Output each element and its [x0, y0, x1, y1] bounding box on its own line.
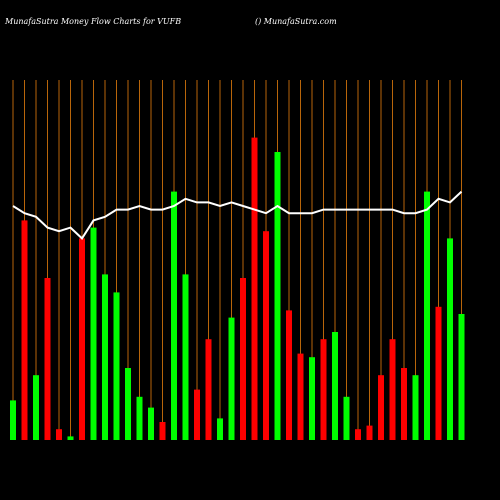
- bar: [67, 436, 74, 440]
- bar: [274, 152, 281, 440]
- bar: [389, 339, 396, 440]
- bar: [44, 278, 51, 440]
- bar: [56, 429, 62, 440]
- bar: [435, 306, 442, 440]
- bar: [148, 407, 154, 440]
- chart-subtitle: () MunafaSutra.com: [255, 17, 337, 26]
- bar: [320, 339, 327, 440]
- bar: [21, 220, 28, 440]
- bar: [159, 422, 166, 440]
- bar: [332, 332, 338, 440]
- bar: [228, 317, 235, 440]
- bar: [136, 396, 143, 440]
- bar: [90, 227, 97, 440]
- bar: [125, 368, 131, 440]
- bar: [378, 375, 384, 440]
- bar: [286, 310, 292, 440]
- bar: [171, 191, 177, 440]
- bar: [343, 396, 350, 440]
- bar: [217, 418, 223, 440]
- bar: [251, 137, 258, 440]
- bar: [102, 274, 108, 440]
- bar: [263, 231, 269, 440]
- bar: [205, 339, 212, 440]
- bar: [194, 389, 200, 440]
- money-flow-line: [12, 190, 463, 240]
- bar: [297, 353, 304, 440]
- bar: [458, 314, 465, 440]
- bar: [355, 429, 361, 440]
- bar: [424, 191, 430, 440]
- bar: [401, 368, 407, 440]
- bar: [33, 375, 39, 440]
- bar: [447, 238, 453, 440]
- bar: [79, 238, 85, 440]
- bar: [240, 278, 246, 440]
- bar: [412, 375, 419, 440]
- chart-title: MunafaSutra Money Flow Charts for VUFB: [4, 17, 181, 26]
- bar: [113, 292, 120, 440]
- bar: [10, 400, 16, 440]
- bar: [182, 274, 189, 440]
- bar: [366, 425, 373, 440]
- bar: [309, 357, 315, 440]
